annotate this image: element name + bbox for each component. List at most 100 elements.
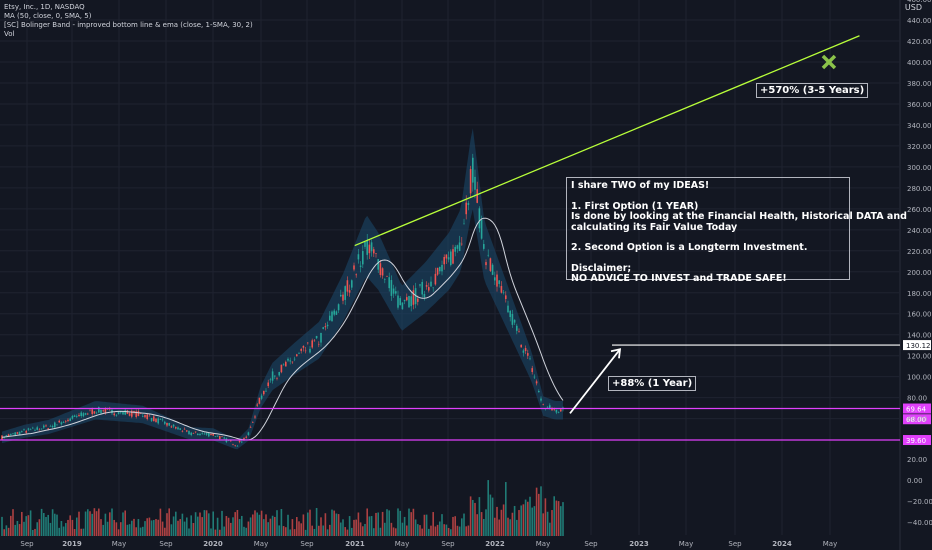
candle-body (311, 340, 313, 348)
volume-bar (258, 514, 261, 536)
candle-body (456, 245, 459, 249)
candle-body (381, 268, 384, 276)
volume-bar (263, 519, 265, 536)
candle-body (491, 264, 494, 275)
volume-bar (221, 510, 223, 536)
volume-bar (25, 516, 27, 536)
volume-bar (276, 510, 278, 536)
volume-bar (447, 527, 450, 536)
volume-bar (269, 518, 272, 536)
volume-bar (331, 509, 333, 536)
candle-body (194, 431, 197, 433)
legend-bb[interactable]: [SC] Bolinger Band - improved bottom lin… (4, 21, 253, 29)
volume-bar (377, 512, 379, 536)
one-year-label[interactable]: +88% (1 Year) (608, 376, 697, 391)
price-tick-label: 220.00 (907, 248, 932, 256)
candle-body (487, 254, 489, 256)
candle-body (366, 240, 368, 255)
note-line-1: I share TWO of my IDEAS! (571, 180, 710, 191)
candle-body (368, 244, 371, 254)
candle-body (513, 319, 516, 323)
note-line-5: 2. Second Option is a Longterm Investmen… (571, 242, 808, 253)
candle-body (392, 288, 395, 294)
horizontal-levels[interactable]: 130.12 69.64 68.00 39.60 (0, 340, 931, 446)
volume-bar (298, 521, 300, 536)
candle-body (230, 440, 232, 442)
candle-body (403, 299, 406, 302)
volume-bar (102, 524, 104, 536)
volume-bar (115, 522, 118, 536)
candle-body (153, 416, 155, 422)
level-price-tag (903, 414, 931, 425)
volume-bar (260, 510, 263, 536)
long-term-label[interactable]: +570% (3-5 Years) (756, 83, 869, 98)
volume-bar (535, 487, 538, 536)
legend-vol[interactable]: Vol (4, 30, 15, 38)
candle-body (192, 433, 195, 434)
volume-bar (71, 519, 74, 536)
volume-bar (289, 529, 291, 536)
candle-body (452, 249, 454, 264)
volume-bar (91, 513, 93, 536)
volume-bar (243, 526, 245, 536)
candle-body (467, 202, 470, 205)
candle-body (386, 276, 388, 277)
volume-bar (461, 518, 463, 536)
candle-body (164, 421, 166, 424)
drawings[interactable] (354, 35, 860, 414)
candle-body (335, 311, 338, 315)
volume-bar (480, 512, 483, 536)
idea-note[interactable]: I share TWO of my IDEAS! 1. First Option… (566, 177, 907, 284)
volume-bar (234, 512, 236, 536)
volume-bar (439, 521, 441, 536)
volume-bar (144, 521, 146, 536)
volume-bar (542, 513, 544, 536)
price-tick-label: 160.00 (907, 311, 932, 319)
candle-body (267, 382, 269, 387)
volume-bar (406, 525, 408, 536)
volume-bar (386, 509, 388, 536)
volume-bar (32, 529, 34, 536)
candle-body (236, 445, 239, 447)
volume-bar (403, 516, 406, 536)
volume-bar (467, 525, 470, 536)
volume-bar (194, 512, 197, 536)
volume-bar (291, 519, 294, 536)
volume-bar (238, 519, 241, 536)
candle-body (359, 265, 362, 267)
candle-body (168, 422, 170, 426)
candle-body (531, 368, 533, 372)
candle-body (32, 427, 34, 429)
volume-bar (397, 508, 399, 536)
candle-body (223, 437, 225, 439)
candle-body (351, 280, 353, 288)
legend-title[interactable]: Etsy, Inc., 1D, NASDAQ (4, 3, 85, 11)
candle-body (131, 410, 133, 417)
price-axis[interactable]: 460.00 440.00 420.00 400.00 380.00 360.00 340.… (907, 0, 932, 527)
legend: Etsy, Inc., 1D, NASDAQ MA (50, close, 0,… (4, 3, 253, 39)
candle-body (518, 331, 520, 332)
candle-body (139, 413, 142, 414)
volume-bar (469, 496, 472, 536)
candle-body (498, 280, 500, 284)
volume-bar (34, 528, 36, 536)
candle-body (135, 411, 137, 417)
time-axis[interactable]: Sep 2019 May Sep 2020 May Sep 2021 May Sep 2022 May… (20, 540, 837, 548)
volume-bar (210, 528, 212, 536)
candle-body (373, 249, 375, 254)
candle-body (205, 432, 208, 435)
candle-body (14, 432, 16, 435)
volume-bar (186, 517, 188, 536)
volume-bar (346, 529, 349, 536)
volume-bar (51, 509, 54, 536)
candle-body (98, 407, 100, 413)
candle-body (247, 432, 250, 435)
candle-body (16, 432, 19, 434)
candle-body (51, 425, 54, 428)
legend-ma[interactable]: MA (50, close, 0, SMA, 5) (4, 12, 92, 20)
candle-body (157, 418, 159, 424)
candle-body (219, 436, 221, 440)
candle-body (43, 425, 45, 428)
long-term-trendline (354, 35, 860, 247)
